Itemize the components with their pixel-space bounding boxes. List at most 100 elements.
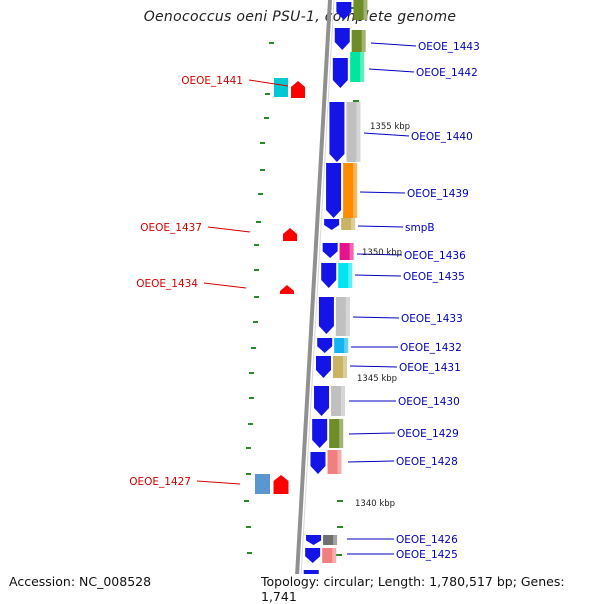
gene-label-OEOE_1434[interactable]: OEOE_1434: [136, 278, 198, 290]
gene-label-OEOE_1441[interactable]: OEOE_1441: [181, 75, 243, 87]
leader-line: [359, 191, 406, 194]
cds-arrow[interactable]: [332, 58, 348, 88]
cds-arrow[interactable]: [310, 452, 326, 474]
gene-label-OEOE_1440[interactable]: OEOE_1440: [411, 131, 473, 143]
label-leader-lines: [196, 42, 417, 555]
cds-arrow[interactable]: [318, 297, 334, 334]
cog-box-shade: [356, 102, 361, 162]
cds-arrow[interactable]: [324, 219, 340, 230]
gene-label-OEOE_1443[interactable]: OEOE_1443: [418, 41, 480, 53]
kbp-label: 1345 kbp: [357, 374, 397, 384]
cog-box-shade: [351, 218, 356, 230]
cds-arrow[interactable]: [305, 548, 321, 563]
cog-box-OEOE_1427: [255, 474, 270, 494]
kbp-labels: 1355 kbp 1350 kbp 1345 kbp 1340 kbp: [355, 122, 410, 509]
cds-arrow[interactable]: [314, 386, 330, 416]
cds-arrow[interactable]: [321, 263, 337, 288]
leader-line: [357, 225, 404, 228]
cog-box-shade: [363, 0, 368, 20]
accession-text: Accession: NC_008528: [7, 574, 154, 589]
cog-box: [338, 263, 353, 288]
gene-label-OEOE_1439[interactable]: OEOE_1439: [407, 188, 469, 200]
cog-box-shade: [360, 52, 365, 82]
cog-box: [329, 419, 344, 448]
gene-label-OEOE_1426[interactable]: OEOE_1426: [396, 534, 458, 546]
leader-line: [349, 365, 398, 368]
gene-label-OEOE_1428[interactable]: OEOE_1428: [396, 456, 458, 468]
leader-line: [203, 282, 247, 289]
gene-label-OEOE_1431[interactable]: OEOE_1431: [399, 362, 461, 374]
gene-label-OEOE_1436[interactable]: OEOE_1436: [404, 250, 466, 262]
cog-box: [343, 163, 358, 218]
leader-line: [356, 253, 403, 256]
cog-box: [341, 218, 356, 230]
gene-label-OEOE_1430[interactable]: OEOE_1430: [398, 396, 460, 408]
cds-arrow[interactable]: [322, 243, 338, 258]
cog-box-shade: [349, 243, 354, 260]
map-title: Oenococcus oeni PSU-1, complete genome: [143, 9, 457, 25]
kbp-label: 1340 kbp: [355, 499, 395, 509]
gene-label-OEOE_1442[interactable]: OEOE_1442: [416, 67, 478, 79]
gene-label-OEOE_1433[interactable]: OEOE_1433: [401, 313, 463, 325]
cog-box: [339, 243, 354, 260]
gene-label-OEOE_1437[interactable]: OEOE_1437: [140, 222, 202, 234]
cog-box: [334, 338, 349, 353]
leader-line: [207, 226, 251, 233]
cog-box: [323, 535, 338, 545]
cog-box: [346, 102, 361, 162]
cds-arrow[interactable]: [336, 2, 352, 20]
reverse-gene-arrow[interactable]: [280, 285, 294, 294]
cds-arrow[interactable]: [317, 338, 333, 353]
cog-box: [335, 297, 350, 336]
leader-line: [370, 42, 417, 47]
gene-label-OEOE_1435[interactable]: OEOE_1435: [403, 271, 465, 283]
cog-box: [332, 356, 347, 378]
reverse-gene-arrow[interactable]: [283, 228, 297, 241]
leader-line: [352, 316, 400, 319]
cog-box-shade: [342, 356, 347, 378]
cog-box-shade: [348, 263, 353, 288]
cog-box: [351, 30, 366, 52]
cog-boxes: [319, 0, 368, 600]
cds-arrow[interactable]: [334, 28, 350, 50]
leader-line: [354, 274, 402, 277]
cog-box-shade: [332, 548, 337, 563]
gene-label-OEOE_1432[interactable]: OEOE_1432: [400, 342, 462, 354]
leader-line: [196, 480, 241, 485]
cog-box: [327, 450, 342, 474]
cog-box-shade: [345, 297, 350, 336]
gene-label-OEOE_1429[interactable]: OEOE_1429: [397, 428, 459, 440]
cog-box: [350, 52, 365, 82]
cog-box: [322, 548, 337, 563]
cog-box-shade: [333, 535, 338, 545]
kbp-label: 1355 kbp: [370, 122, 410, 132]
cog-box: [331, 386, 346, 416]
cog-box-shade: [344, 338, 349, 353]
backbone-line: [293, 0, 332, 600]
leader-line: [368, 68, 415, 73]
gene-labels[interactable]: OEOE_1441 OEOE_1437 OEOE_1434 OEOE_1427 OEOE…: [129, 41, 480, 561]
gene-label-smpB[interactable]: smpB: [405, 222, 435, 234]
cds-arrow[interactable]: [312, 419, 328, 448]
genome-backbone: [293, 0, 335, 600]
cds-arrow[interactable]: [306, 535, 322, 545]
cds-arrow[interactable]: [329, 102, 345, 162]
cog-box-shade: [361, 30, 366, 52]
leader-line: [248, 79, 289, 87]
cds-arrow[interactable]: [326, 163, 342, 218]
cds-arrow[interactable]: [315, 356, 331, 378]
cog-box-shade: [353, 163, 358, 218]
gene-label-OEOE_1425[interactable]: OEOE_1425: [396, 549, 458, 561]
cog-box-shade: [341, 386, 346, 416]
cog-box-OEOE_1441: [274, 78, 288, 97]
kbp-label: 1350 kbp: [362, 248, 402, 258]
reverse-gene-arrow[interactable]: [291, 81, 305, 98]
backbone-highlight: [299, 0, 335, 600]
cog-box-shade: [337, 450, 342, 474]
leader-line: [363, 132, 410, 137]
gene-label-OEOE_1427[interactable]: OEOE_1427: [129, 476, 191, 488]
reverse-strand-genes[interactable]: [255, 78, 305, 494]
reverse-gene-arrow[interactable]: [273, 475, 289, 494]
cog-box-shade: [339, 419, 344, 448]
